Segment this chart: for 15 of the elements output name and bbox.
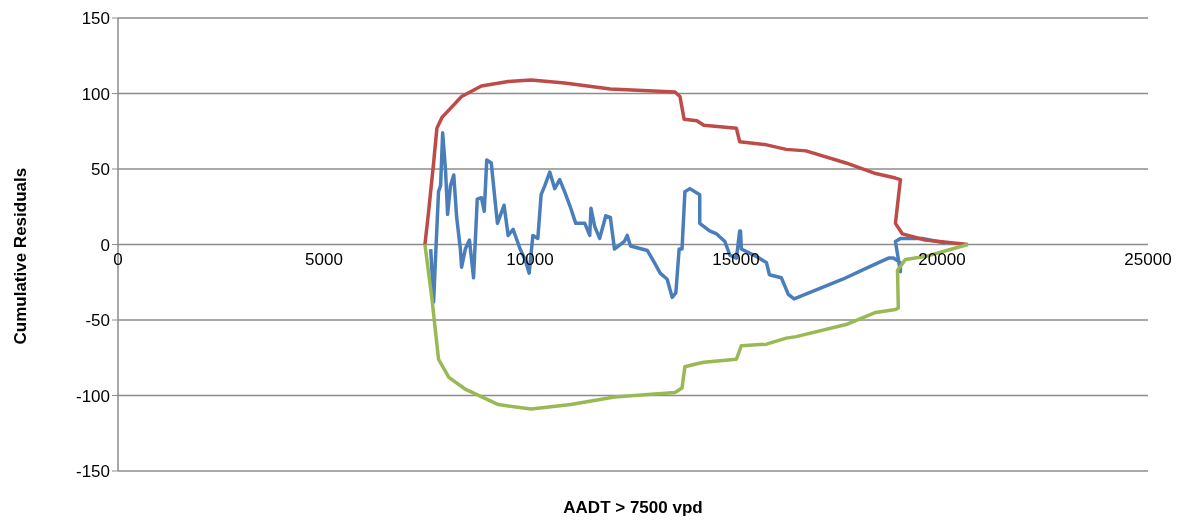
x-tick-label: 15000 — [712, 249, 760, 269]
x-tick-label: 0 — [113, 249, 123, 269]
y-tick-label: -50 — [85, 311, 110, 331]
y-tick-label: 50 — [91, 160, 110, 180]
y-tick-label: 0 — [100, 235, 110, 255]
y-tick-label: -150 — [75, 462, 110, 482]
x-tick-label: 25000 — [1124, 249, 1172, 269]
line-series — [423, 242, 970, 411]
y-tick-label: -100 — [75, 386, 110, 406]
y-axis-title: Cumulative Residuals — [11, 167, 31, 345]
y-tick-label: 100 — [81, 84, 110, 104]
y-tick-label: 150 — [81, 9, 110, 29]
x-tick-label: 5000 — [305, 249, 343, 269]
x-axis-title: AADT > 7500 vpd — [563, 498, 703, 517]
x-tick-label: 20000 — [918, 249, 966, 269]
